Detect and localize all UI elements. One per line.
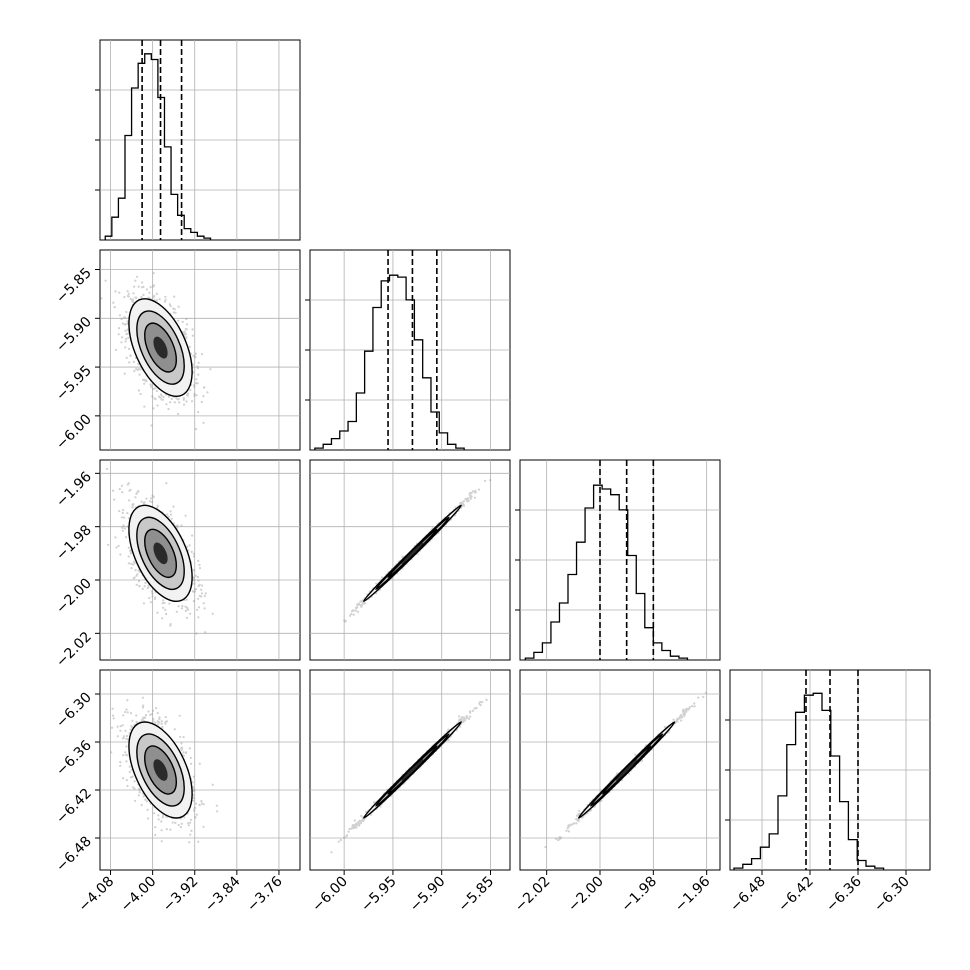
panel-frame [99, 669, 301, 871]
panel-frame [99, 459, 301, 661]
x-tick-label: −3.92 [160, 874, 202, 916]
y-tick-label: −2.00 [53, 576, 95, 618]
density-contour [401, 759, 424, 781]
histogram-panel [515, 459, 721, 661]
x-tick-label: −3.84 [202, 873, 244, 915]
x-tick-label: −1.96 [672, 873, 714, 915]
scatter-panel [309, 669, 511, 871]
x-tick-label: −5.90 [407, 874, 449, 916]
density-contour [153, 542, 168, 565]
scatter-panel [99, 249, 301, 451]
x-tick-label: −3.76 [244, 873, 286, 915]
x-tick-label: −6.42 [775, 874, 817, 916]
x-tick-label: −6.48 [727, 874, 769, 916]
y-tick-label: −6.48 [53, 834, 95, 876]
x-tick-label: −4.00 [118, 874, 160, 916]
scatter-panel [309, 459, 511, 661]
scatter-panel [519, 669, 721, 871]
y-tick-label: −6.42 [53, 786, 95, 828]
x-tick-label: −2.02 [512, 874, 554, 916]
histogram-panel [725, 669, 931, 871]
density-contour [401, 542, 424, 565]
panel-frame [99, 249, 301, 451]
panel-frame [519, 669, 721, 871]
x-tick-label: −6.30 [871, 874, 913, 916]
y-tick-label: −6.00 [53, 411, 95, 453]
x-tick-label: −6.36 [823, 873, 865, 915]
x-tick-label: −5.95 [358, 874, 400, 916]
x-tick-label: −6.00 [309, 874, 351, 916]
scatter-panel [99, 669, 301, 871]
density-contour [153, 759, 168, 781]
y-tick-label: −6.30 [53, 690, 95, 732]
y-tick-label: −5.90 [53, 314, 95, 356]
x-tick-label: −5.85 [456, 874, 498, 916]
y-tick-label: −5.95 [53, 363, 95, 405]
histogram-step [524, 484, 689, 660]
histogram-panel [305, 249, 511, 451]
x-tick-label: −1.98 [619, 874, 661, 916]
x-tick-label: −2.00 [565, 874, 607, 916]
y-tick-label: −6.36 [53, 737, 95, 779]
y-tick-label: −1.96 [53, 469, 95, 511]
y-tick-label: −5.85 [53, 265, 95, 307]
y-tick-label: −1.98 [53, 522, 95, 564]
density-contour [153, 336, 168, 359]
y-tick-label: −2.02 [53, 629, 95, 671]
scatter-panel [99, 459, 301, 661]
histogram-step [104, 53, 212, 240]
histogram-panel [95, 39, 301, 241]
density-contour [615, 759, 638, 781]
histogram-step [314, 274, 465, 450]
x-tick-label: −4.08 [76, 874, 118, 916]
